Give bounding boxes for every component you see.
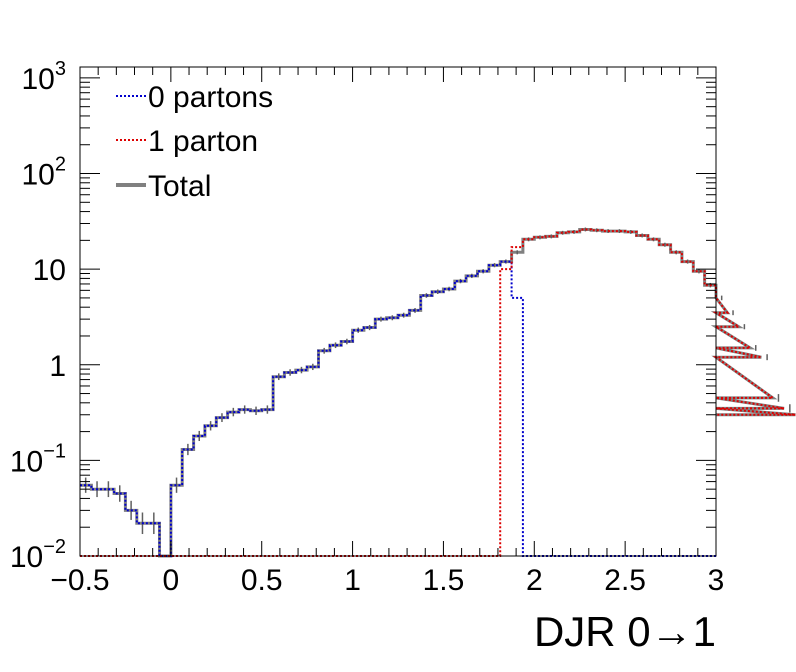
y-tick-label: 10−1 <box>10 440 66 478</box>
y-tick-label: 10−2 <box>10 536 66 574</box>
series-0-partons <box>80 260 716 557</box>
x-tick-label: 1.5 <box>423 564 465 597</box>
x-tick-label: −0.5 <box>50 564 109 597</box>
x-tick-label: 2.5 <box>604 564 646 597</box>
legend-item: Total <box>116 170 211 203</box>
legend-item: 0 partons <box>116 81 273 114</box>
x-tick-label: 0 <box>163 564 180 597</box>
x-tick-label: 0.5 <box>241 564 283 597</box>
y-tick-label: 1 <box>49 350 66 383</box>
x-tick-label: 2 <box>526 564 543 597</box>
series-line <box>80 228 796 557</box>
legend: 0 partons 1 parton Total <box>116 81 273 203</box>
series-1-parton <box>80 228 796 557</box>
legend-label: 0 partons <box>148 81 273 114</box>
y-tick-label: 102 <box>22 154 67 192</box>
series-total <box>80 227 796 558</box>
x-axis-label: DJR 0→1 <box>534 608 716 655</box>
series-line <box>80 260 716 557</box>
legend-label: Total <box>148 170 211 203</box>
x-tick-label: 3 <box>708 564 725 597</box>
series-line <box>80 228 796 558</box>
ticks-layer: −0.5 0 0.5 1 1.5 2 2.5 3 10−2 10−1 1 10 102 103 <box>10 58 725 597</box>
y-tick-label: 103 <box>22 58 67 96</box>
legend-item: 1 parton <box>116 125 258 158</box>
y-tick-label: 10 <box>33 254 66 287</box>
series-layer <box>80 227 796 558</box>
x-tick-label: 1 <box>344 564 361 597</box>
legend-label: 1 parton <box>148 125 258 158</box>
plot-frame <box>79 66 717 557</box>
